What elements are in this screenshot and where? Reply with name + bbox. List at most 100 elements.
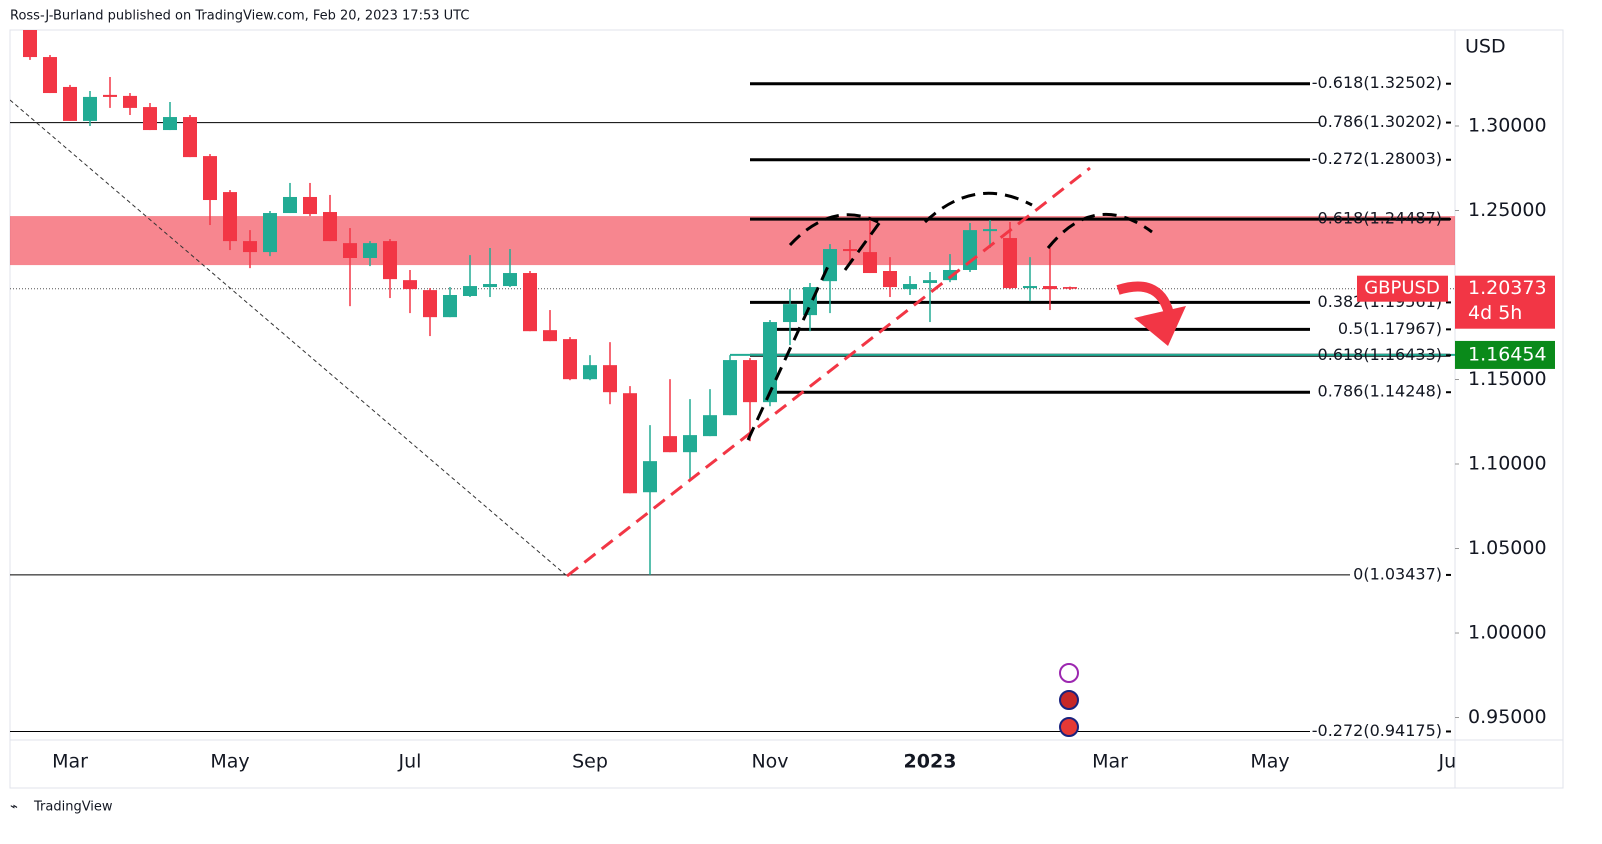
candle-body <box>43 57 57 94</box>
pattern-line <box>843 221 882 271</box>
candle-body <box>103 94 117 97</box>
footer: TradingView <box>33 800 113 815</box>
fib-label: 0.5(1.17967) <box>1338 319 1442 338</box>
x-tick-label: May <box>210 751 249 773</box>
candle-body <box>563 339 577 380</box>
candle-body <box>743 360 757 403</box>
fib-label: -0.618(1.32502) <box>1312 73 1442 92</box>
event-icon[interactable] <box>1059 663 1079 683</box>
x-tick-label: Nov <box>751 751 788 773</box>
candle-body <box>623 393 637 494</box>
candle-body <box>663 436 677 453</box>
candle-body <box>643 461 657 493</box>
candle-body <box>83 96 97 121</box>
candle-body <box>683 435 697 453</box>
candle-body <box>283 196 297 214</box>
candle-body <box>1043 286 1057 290</box>
y-tick-label: 1.00000 <box>1468 622 1547 644</box>
candle-body <box>183 117 197 158</box>
candle-body <box>383 241 397 280</box>
fib-label: -0.272(0.94175) <box>1312 721 1442 740</box>
fib-label: 0.786(1.30202) <box>1318 112 1442 131</box>
candle-body <box>523 273 537 332</box>
candle-body <box>1003 238 1017 289</box>
candle-body <box>983 229 997 232</box>
trend-line <box>566 166 1091 578</box>
pattern-arc <box>788 213 879 247</box>
drawings <box>10 99 1186 737</box>
x-tick-label: Jul <box>1438 751 1462 773</box>
y-tick-label: 1.30000 <box>1468 114 1547 136</box>
candle-body <box>63 86 77 121</box>
candle-body <box>423 290 437 318</box>
candle-body <box>323 212 337 242</box>
logo: ⌁ <box>10 800 18 815</box>
candle-body <box>143 107 157 131</box>
x-tick-label: Mar <box>52 751 88 773</box>
candle-body <box>223 192 237 242</box>
candle-body <box>303 196 317 215</box>
y-tick-label: 1.25000 <box>1468 199 1547 221</box>
x-tick-label: Mar <box>1092 751 1128 773</box>
fib-label: -0.272(1.28003) <box>1312 149 1442 168</box>
candle-body <box>403 280 417 290</box>
candle-body <box>723 360 737 416</box>
candle-body <box>483 284 497 288</box>
resistance-zone <box>10 216 1455 266</box>
candle-body <box>503 273 517 287</box>
candle-body <box>943 269 957 281</box>
pattern-lines <box>746 191 1153 441</box>
symbol-label-bg <box>1357 275 1448 302</box>
candle-body <box>363 243 377 258</box>
x-tick-label: May <box>1250 751 1289 773</box>
candle-body <box>123 95 137 108</box>
header: Ross-J-Burland published on TradingView.… <box>10 9 469 24</box>
fib-label: 0.786(1.14248) <box>1318 382 1442 401</box>
last-price-label: 1.20373 <box>1468 277 1547 299</box>
fib-label: 0.618(1.24487) <box>1318 209 1442 228</box>
frame <box>9 29 1564 789</box>
x-axis: Mar May Jul Sep Nov 2023 Mar May Jul <box>52 751 1462 773</box>
event-icon[interactable] <box>1059 690 1079 710</box>
y-tick-label: 0.95000 <box>1468 706 1547 728</box>
candle-body <box>23 30 37 58</box>
symbol-label: GBPUSD <box>1364 278 1440 299</box>
candle-body <box>443 295 457 318</box>
last-price-bg <box>1455 275 1555 329</box>
marked-price-label: 1.16454 <box>1468 343 1547 365</box>
event-icon[interactable] <box>1059 717 1079 737</box>
trend-line <box>10 99 568 577</box>
candle-body <box>1023 286 1037 289</box>
candle-body <box>963 230 977 270</box>
y-tick-label: 1.10000 <box>1468 453 1547 475</box>
candle-body <box>243 241 257 253</box>
y-tick-label: 1.15000 <box>1468 368 1547 390</box>
candle-body <box>543 330 557 342</box>
y-axis: USD 1.30000 1.25000 1.15000 1.10000 1.05000 1… <box>1455 36 1547 728</box>
candle-body <box>203 156 217 201</box>
candle-body <box>163 117 177 131</box>
x-tick-label: 2023 <box>904 751 957 773</box>
candle-body <box>883 271 897 288</box>
candle-body <box>603 365 617 393</box>
fib-label: 0.618(1.16433) <box>1318 345 1442 364</box>
pattern-line <box>746 261 832 441</box>
fib-label: 0(1.03437) <box>1353 564 1442 583</box>
candle-body <box>703 415 717 437</box>
candle-body <box>763 322 777 403</box>
candle-body <box>263 213 277 253</box>
candle-body <box>343 243 357 258</box>
countdown-label: 4d 5h <box>1468 302 1522 324</box>
candle-body <box>803 287 817 316</box>
x-tick-label: Jul <box>398 751 422 773</box>
candle-body <box>903 284 917 290</box>
candle-body <box>823 249 837 282</box>
marked-price-bg <box>1455 340 1555 369</box>
candle-body <box>1063 287 1077 289</box>
candle-body <box>923 280 937 284</box>
arrow-head <box>1134 306 1186 346</box>
candle-body <box>783 304 797 323</box>
x-tick-label: Sep <box>572 751 608 773</box>
